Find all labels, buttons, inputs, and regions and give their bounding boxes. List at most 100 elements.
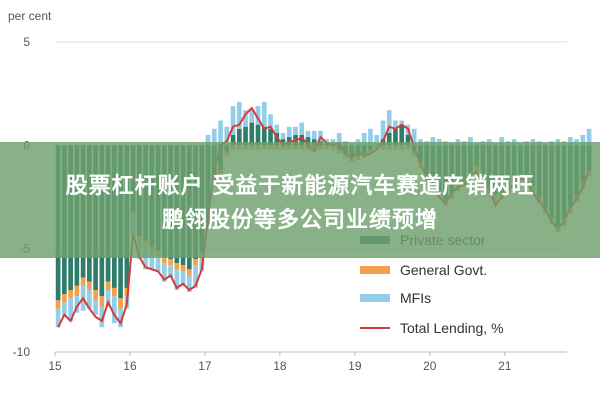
y-unit-label: per cent: [8, 9, 52, 23]
bar-mfis: [118, 308, 123, 328]
bar-general-govt-: [80, 277, 86, 286]
bar-mfis: [112, 296, 117, 324]
bar-general-govt-: [93, 290, 98, 301]
bar-mfis: [74, 296, 80, 313]
bar-mfis: [374, 135, 380, 146]
x-tick-label: 18: [273, 359, 287, 373]
bar-private-sector: [268, 128, 273, 146]
bar-mfis: [399, 120, 405, 125]
x-tick-labels: 15 16 17 18 19 20 21: [48, 359, 511, 373]
legend-label: General Govt.: [400, 262, 487, 278]
bar-mfis: [386, 110, 392, 133]
bar-mfis: [149, 252, 155, 270]
legend-swatch: [360, 266, 390, 274]
bar-mfis: [280, 132, 286, 140]
bar-mfis: [268, 114, 273, 129]
bar-private-sector: [274, 132, 280, 146]
bar-general-govt-: [112, 287, 117, 297]
x-tick-label: 16: [123, 359, 137, 373]
bar-general-govt-: [74, 285, 80, 297]
bar-general-govt-: [68, 290, 73, 299]
bar-mfis: [368, 128, 373, 146]
bar-general-govt-: [161, 256, 167, 264]
bar-mfis: [87, 290, 92, 309]
bar-mfis: [230, 106, 236, 135]
bar-general-govt-: [193, 259, 198, 266]
bar-mfis: [568, 137, 573, 146]
bar-mfis: [62, 302, 67, 317]
bar-private-sector: [405, 135, 411, 146]
bar-mfis: [336, 132, 342, 146]
bar-mfis: [99, 306, 105, 328]
y-tick-label: -10: [13, 345, 31, 359]
bar-mfis: [236, 101, 242, 129]
bar-mfis: [211, 128, 217, 146]
bar-mfis: [255, 106, 261, 125]
legend-label: MFIs: [400, 290, 431, 306]
bar-mfis: [193, 265, 198, 288]
bar-mfis: [299, 122, 305, 135]
bar-mfis: [293, 126, 298, 135]
x-tick-label: 15: [48, 359, 62, 373]
bar-private-sector: [255, 124, 261, 146]
bar-general-govt-: [105, 281, 111, 290]
x-tick-label: 19: [348, 359, 362, 373]
bar-mfis: [430, 137, 436, 146]
bar-mfis: [305, 130, 311, 138]
bar-general-govt-: [118, 298, 123, 309]
bar-mfis: [180, 271, 186, 286]
overlay-banner: [0, 142, 600, 258]
x-tick-label: 20: [423, 359, 437, 373]
bar-mfis: [586, 128, 592, 146]
bar-mfis: [499, 137, 504, 146]
bar-mfis: [380, 120, 386, 140]
banner-subheadline: 鹏翎股份等多公司业绩预增: [161, 208, 438, 233]
legend-swatch: [360, 294, 390, 302]
bar-mfis: [261, 101, 267, 127]
bar-mfis: [393, 120, 398, 129]
bar-mfis: [155, 256, 161, 272]
bar-mfis: [218, 120, 223, 146]
bar-general-govt-: [180, 265, 186, 272]
bar-mfis: [361, 132, 367, 146]
bar-private-sector: [230, 135, 236, 146]
bar-general-govt-: [55, 300, 61, 309]
bar-mfis: [311, 130, 317, 140]
banner-headline: 股票杠杆账户 受益于新能源汽车赛道产销两旺: [65, 174, 535, 199]
bar-mfis: [168, 265, 173, 278]
bar-mfis: [580, 135, 586, 146]
y-tick-label: 5: [23, 35, 30, 49]
bar-general-govt-: [124, 287, 130, 297]
bar-general-govt-: [99, 296, 105, 307]
bar-general-govt-: [87, 281, 92, 290]
bar-private-sector: [399, 124, 405, 146]
bar-mfis: [324, 139, 330, 144]
bar-private-sector: [393, 128, 398, 146]
bar-mfis: [205, 135, 211, 146]
x-tick-label: 17: [198, 359, 212, 373]
bar-mfis: [249, 110, 255, 123]
bar-general-govt-: [174, 263, 180, 270]
bar-private-sector: [236, 128, 242, 146]
bar-private-sector: [261, 126, 267, 146]
bar-private-sector: [386, 132, 392, 146]
bar-mfis: [186, 275, 192, 293]
x-tick-label: 21: [498, 359, 512, 373]
bar-mfis: [161, 263, 167, 282]
bar-private-sector: [299, 135, 305, 146]
bar-mfis: [174, 269, 180, 290]
bar-mfis: [243, 110, 248, 127]
bar-general-govt-: [62, 294, 67, 303]
legend-label: Total Lending, %: [400, 320, 504, 336]
bar-general-govt-: [168, 259, 173, 266]
bar-private-sector: [249, 122, 255, 146]
bar-mfis: [224, 126, 230, 146]
bar-private-sector: [243, 126, 248, 146]
bar-mfis: [274, 124, 280, 133]
bar-general-govt-: [186, 269, 192, 276]
bar-mfis: [286, 126, 292, 138]
bar-mfis: [468, 137, 473, 146]
bar-mfis: [411, 128, 417, 146]
bar-mfis: [55, 308, 61, 328]
bar-mfis: [68, 298, 73, 321]
